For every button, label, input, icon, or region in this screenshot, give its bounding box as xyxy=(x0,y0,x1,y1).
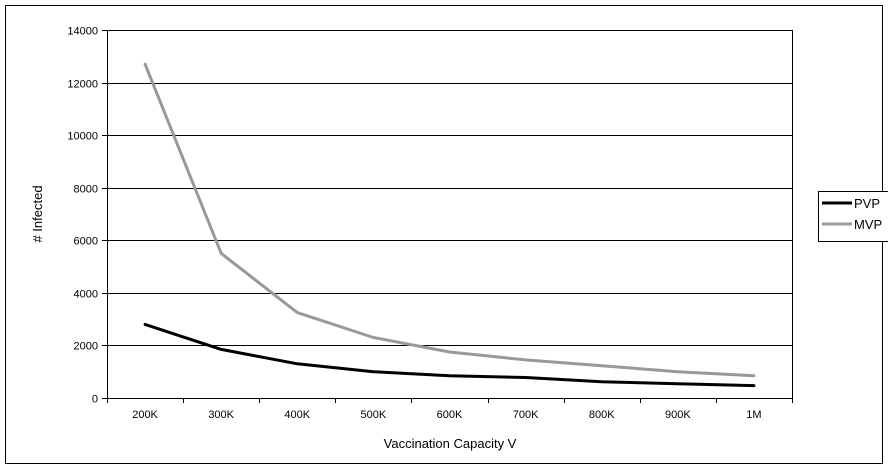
x-tick-label: 900K xyxy=(665,409,691,421)
y-axis-ticks: 0 2000 4000 6000 8000 10000 12000 14000 xyxy=(67,26,107,406)
y-tick-label: 0 xyxy=(92,394,98,406)
x-tick-label: 600K xyxy=(437,409,463,421)
chart-border xyxy=(5,5,883,464)
y-tick-label: 2000 xyxy=(74,341,98,353)
legend-label-mvp: MVP xyxy=(854,217,882,232)
y-tick-label: 8000 xyxy=(74,184,98,196)
y-axis-title: # Infected xyxy=(30,185,45,242)
legend: PVP MVP xyxy=(818,191,888,242)
series-lines xyxy=(143,62,756,388)
y-tick-label: 12000 xyxy=(67,79,98,91)
x-tick-label: 700K xyxy=(513,409,539,421)
y-tick-label: 14000 xyxy=(67,26,98,38)
x-tick-label: 800K xyxy=(589,409,615,421)
x-tick-label: 400K xyxy=(284,409,310,421)
x-tick-label: 1M xyxy=(746,409,761,421)
x-tick-label: 500K xyxy=(361,409,387,421)
x-axis-title: Vaccination Capacity V xyxy=(384,436,517,451)
y-tick-label: 4000 xyxy=(74,289,98,301)
x-tick-label: 300K xyxy=(208,409,234,421)
y-tick-label: 10000 xyxy=(67,131,98,143)
legend-box xyxy=(818,191,888,242)
x-tick-label: 200K xyxy=(132,409,158,421)
gridlines xyxy=(107,83,792,346)
series-line-mvp xyxy=(143,62,756,378)
legend-label-pvp: PVP xyxy=(854,196,880,211)
series-line-pvp xyxy=(143,322,756,388)
y-tick-label: 6000 xyxy=(74,236,98,248)
plot-area xyxy=(107,30,793,399)
x-axis-ticks: 200K 300K 400K 500K 600K 700K 800K 900K 1M xyxy=(107,398,793,421)
